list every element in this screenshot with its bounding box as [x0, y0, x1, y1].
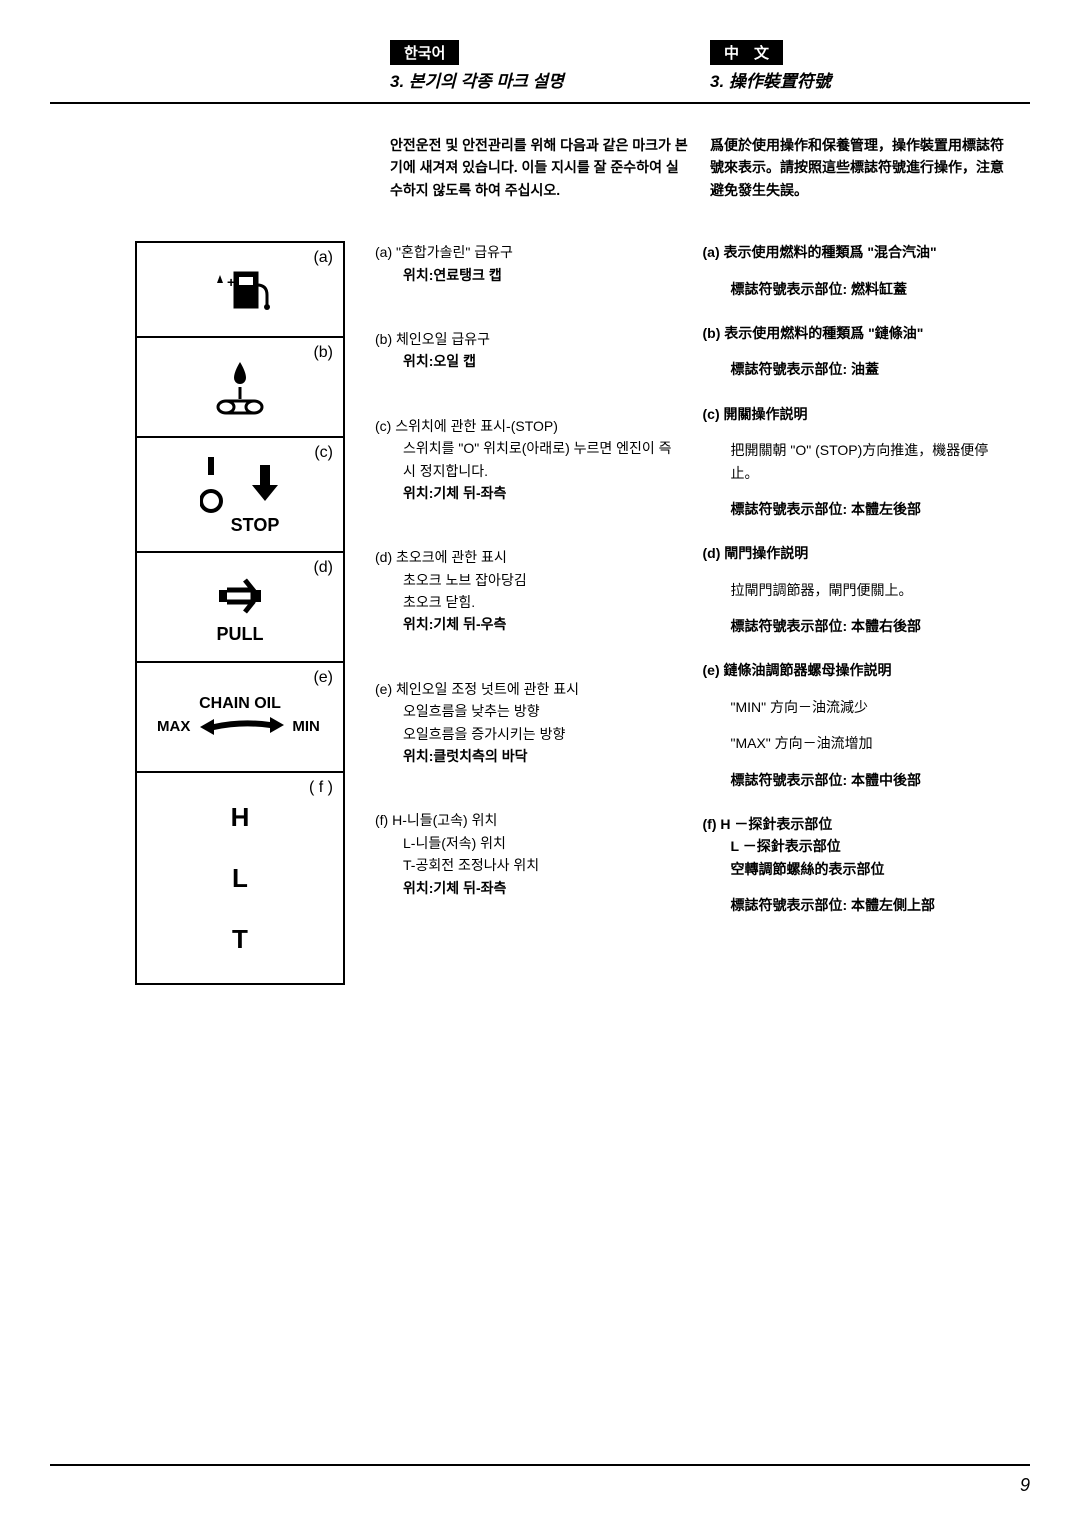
ko-c-head: (c) 스위치에 관한 표시-(STOP): [375, 415, 683, 437]
ko-item-f: (f) H-니들(고속) 위치 L-니들(저속) 위치 T-공회전 조정나사 위…: [375, 809, 683, 899]
korean-title: 3. 본기의 각종 마크 설명: [390, 67, 710, 92]
zh-e-body1: "MIN" 方向－油流減少: [703, 696, 1011, 718]
zh-e-head: (e) 鏈條油調節器螺母操作説明: [703, 659, 1011, 681]
ko-b-loc: 위치:오일 캡: [375, 350, 683, 372]
zh-f-body1: L －探針表示部位: [703, 835, 1011, 857]
svg-text:+: +: [227, 274, 235, 290]
ko-item-c: (c) 스위치에 관한 표시-(STOP) 스위치를 "O" 위치로(아래로) …: [375, 415, 683, 505]
icon-label-c: (c): [314, 444, 333, 462]
ko-b-head: (b) 체인오일 급유구: [375, 328, 683, 350]
ko-item-d: (d) 초오크에 관한 표시 초오크 노브 잡아당김 초오크 닫힘. 위치:기체…: [375, 546, 683, 636]
korean-tag: 한국어: [390, 40, 459, 65]
zh-b-loc: 標誌符號表示部位: 油蓋: [703, 358, 1011, 380]
intro-zh: 爲便於使用操作和保養管理，操作裝置用標誌符號來表示。請按照這些標誌符號進行操作，…: [710, 134, 1030, 201]
zh-c-head: (c) 開關操作説明: [703, 403, 1011, 425]
zh-item-d: (d) 閘門操作説明 拉閘門調節器，閘門便關上。 標誌符號表示部位: 本體右後部: [703, 542, 1011, 637]
icon-label-f: ( f ): [309, 779, 333, 797]
icon-cell-b: (b): [137, 338, 343, 438]
page-number: 9: [1020, 1475, 1030, 1496]
ko-f-loc: 위치:기체 뒤-좌측: [375, 877, 683, 899]
pull-text: PULL: [217, 624, 264, 645]
icon-cell-f: ( f ) H L T: [137, 773, 343, 983]
max-text: MAX: [157, 718, 190, 735]
zh-a-loc: 標誌符號表示部位: 燃料缸蓋: [703, 278, 1011, 300]
ko-d-loc: 위치:기체 뒤-우측: [375, 613, 683, 635]
zh-item-f: (f) H －探針表示部位 L －探針表示部位 空轉調節螺絲的表示部位 標誌符號…: [703, 813, 1011, 917]
chain-oil-icon: [200, 357, 280, 417]
ko-e-body2: 오일흐름을 증가시키는 방향: [375, 723, 683, 745]
zh-d-head: (d) 閘門操作説明: [703, 542, 1011, 564]
zh-d-loc: 標誌符號表示部位: 本體右後部: [703, 615, 1011, 637]
icon-label-a: (a): [313, 249, 333, 267]
zh-e-body2: "MAX" 方向－油流增加: [703, 732, 1011, 754]
ko-c-loc: 위치:기체 뒤-좌측: [375, 482, 683, 504]
text-columns: (a) "혼합가솔린" 급유구 위치:연료탱크 캡 (b) 체인오일 급유구 위…: [375, 241, 1030, 985]
ko-a-head: (a) "혼합가솔린" 급유구: [375, 241, 683, 263]
zh-item-c: (c) 開關操作説明 把開關朝 "O" (STOP)方向推進，機器便停止。 標誌…: [703, 403, 1011, 521]
ko-e-loc: 위치:클럿치측의 바닥: [375, 745, 683, 767]
ko-e-head: (e) 체인오일 조정 넛트에 관한 표시: [375, 678, 683, 700]
divider-bottom: [50, 1464, 1030, 1466]
ko-e-body1: 오일흐름을 낮추는 방향: [375, 700, 683, 722]
ko-c-body: 스위치를 "O" 위치로(아래로) 누르면 엔진이 즉시 정지합니다.: [375, 437, 683, 482]
zh-item-b: (b) 表示使用燃料的種類爲 "鏈條油" 標誌符號表示部位: 油蓋: [703, 322, 1011, 381]
content: (a) + (b) (c): [50, 241, 1030, 985]
korean-header: 한국어 3. 본기의 각종 마크 설명: [390, 40, 710, 92]
icon-column: (a) + (b) (c): [135, 241, 345, 985]
ko-d-body1: 초오크 노브 잡아당김: [375, 569, 683, 591]
t-text: T: [232, 924, 248, 955]
ko-f-head: (f) H-니들(고속) 위치: [375, 809, 683, 831]
intro-row: 안전운전 및 안전관리를 위해 다음과 같은 마크가 본기에 새겨져 있습니다.…: [390, 134, 1030, 201]
oil-adjust-icon: [196, 713, 286, 739]
korean-column: (a) "혼합가솔린" 급유구 위치:연료탱크 캡 (b) 체인오일 급유구 위…: [375, 241, 703, 985]
choke-icon: [215, 570, 265, 620]
intro-ko: 안전운전 및 안전관리를 위해 다음과 같은 마크가 본기에 새겨져 있습니다.…: [390, 134, 710, 201]
ko-d-body2: 초오크 닫힘.: [375, 591, 683, 613]
ko-item-a: (a) "혼합가솔린" 급유구 위치:연료탱크 캡: [375, 241, 683, 286]
fuel-pump-icon: +: [205, 265, 275, 315]
icon-cell-c: (c) STOP: [137, 438, 343, 553]
chinese-tag: 中 文: [710, 40, 783, 65]
zh-item-a: (a) 表示使用燃料的種類爲 "混合汽油" 標誌符號表示部位: 燃料缸蓋: [703, 241, 1011, 300]
zh-d-body: 拉閘門調節器，閘門便關上。: [703, 579, 1011, 601]
chinese-title: 3. 操作裝置符號: [710, 67, 1030, 92]
h-text: H: [231, 802, 250, 833]
icon-label-d: (d): [313, 559, 333, 577]
stop-switch-icon: [200, 453, 240, 513]
ko-f-body1: L-니들(저속) 위치: [375, 832, 683, 854]
header-row: 한국어 3. 본기의 각종 마크 설명 中 文 3. 操作裝置符號: [390, 40, 1030, 92]
ko-item-b: (b) 체인오일 급유구 위치:오일 캡: [375, 328, 683, 373]
min-text: MIN: [292, 718, 320, 735]
zh-a-head: (a) 表示使用燃料的種類爲 "混合汽油": [703, 241, 1011, 263]
zh-b-head: (b) 表示使用燃料的種類爲 "鏈條油": [703, 322, 1011, 344]
ko-f-body2: T-공회전 조정나사 위치: [375, 854, 683, 876]
chain-oil-text: CHAIN OIL: [199, 695, 281, 713]
zh-c-loc: 標誌符號表示部位: 本體左後部: [703, 498, 1011, 520]
ko-a-loc: 위치:연료탱크 캡: [375, 264, 683, 286]
zh-e-loc: 標誌符號表示部位: 本體中後部: [703, 769, 1011, 791]
divider-top: [50, 102, 1030, 104]
stop-text: STOP: [231, 515, 280, 536]
ko-d-head: (d) 초오크에 관한 표시: [375, 546, 683, 568]
icon-label-e: (e): [313, 669, 333, 687]
icon-cell-d: (d) PULL: [137, 553, 343, 663]
l-text: L: [232, 863, 248, 894]
chinese-column: (a) 表示使用燃料的種類爲 "混合汽油" 標誌符號表示部位: 燃料缸蓋 (b)…: [703, 241, 1031, 985]
zh-c-body: 把開關朝 "O" (STOP)方向推進，機器便停止。: [703, 439, 1011, 484]
zh-item-e: (e) 鏈條油調節器螺母操作説明 "MIN" 方向－油流減少 "MAX" 方向－…: [703, 659, 1011, 791]
icon-cell-e: (e) CHAIN OIL MAX MIN: [137, 663, 343, 773]
icon-label-b: (b): [313, 344, 333, 362]
zh-f-head: (f) H －探針表示部位: [703, 813, 1011, 835]
icon-cell-a: (a) +: [137, 243, 343, 338]
chinese-header: 中 文 3. 操作裝置符號: [710, 40, 1030, 92]
down-arrow-icon: [250, 463, 280, 503]
zh-f-loc: 標誌符號表示部位: 本體左側上部: [703, 894, 1011, 916]
ko-item-e: (e) 체인오일 조정 넛트에 관한 표시 오일흐름을 낮추는 방향 오일흐름을…: [375, 678, 683, 768]
zh-f-body2: 空轉調節螺絲的表示部位: [703, 858, 1011, 880]
